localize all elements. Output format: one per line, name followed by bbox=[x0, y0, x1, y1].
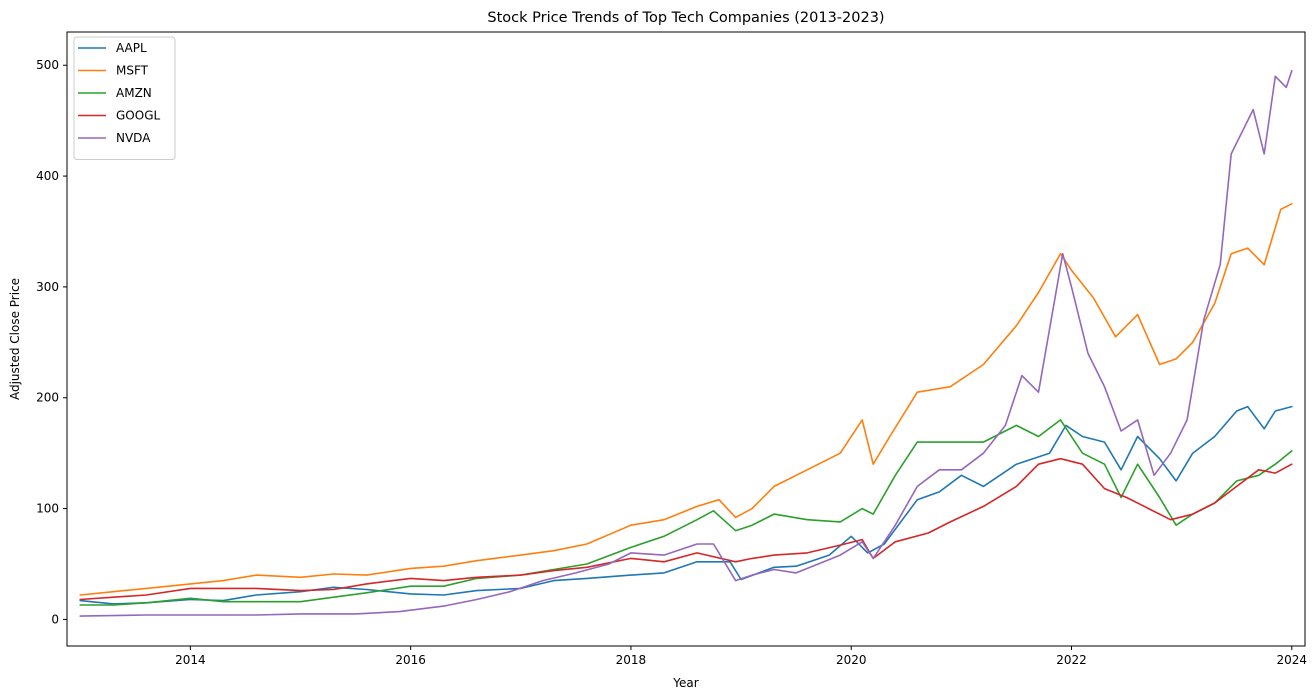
y-tick-label: 500 bbox=[36, 58, 59, 72]
legend-label-aapl: AAPL bbox=[116, 41, 147, 55]
x-tick-label: 2018 bbox=[616, 653, 647, 667]
series-lines bbox=[79, 70, 1293, 617]
legend-label-nvda: NVDA bbox=[116, 131, 151, 145]
series-line-amzn bbox=[79, 419, 1293, 606]
x-tick-label: 2024 bbox=[1277, 653, 1308, 667]
plot-area bbox=[66, 31, 1306, 647]
x-tick-label: 2022 bbox=[1056, 653, 1087, 667]
series-line-aapl bbox=[79, 405, 1293, 605]
legend-label-amzn: AMZN bbox=[116, 86, 152, 100]
legend: AAPL MSFT AMZN GOOGL NVDA bbox=[73, 36, 176, 160]
series-line-nvda bbox=[79, 70, 1293, 617]
y-tick-label: 100 bbox=[36, 502, 59, 516]
x-tick-label: 2016 bbox=[395, 653, 426, 667]
y-tick-label: 400 bbox=[36, 169, 59, 183]
x-tick-label: 2020 bbox=[836, 653, 867, 667]
x-tick-label: 2014 bbox=[175, 653, 206, 667]
y-tick-label: 200 bbox=[36, 391, 59, 405]
legend-box bbox=[73, 36, 176, 160]
series-line-msft bbox=[79, 203, 1293, 596]
y-axis-title: Adjusted Close Price bbox=[8, 278, 22, 400]
y-tick-label: 300 bbox=[36, 280, 59, 294]
series-line-googl bbox=[79, 457, 1293, 601]
y-axis: 0 100 200 300 400 500 bbox=[36, 58, 67, 626]
chart-title: Stock Price Trends of Top Tech Companies… bbox=[487, 10, 884, 26]
y-tick-label: 0 bbox=[51, 612, 59, 626]
x-axis: 2014 2016 2018 2020 2022 2024 bbox=[175, 646, 1307, 667]
legend-label-msft: MSFT bbox=[116, 64, 149, 78]
x-axis-title: Year bbox=[672, 676, 698, 690]
legend-label-googl: GOOGL bbox=[116, 109, 160, 123]
